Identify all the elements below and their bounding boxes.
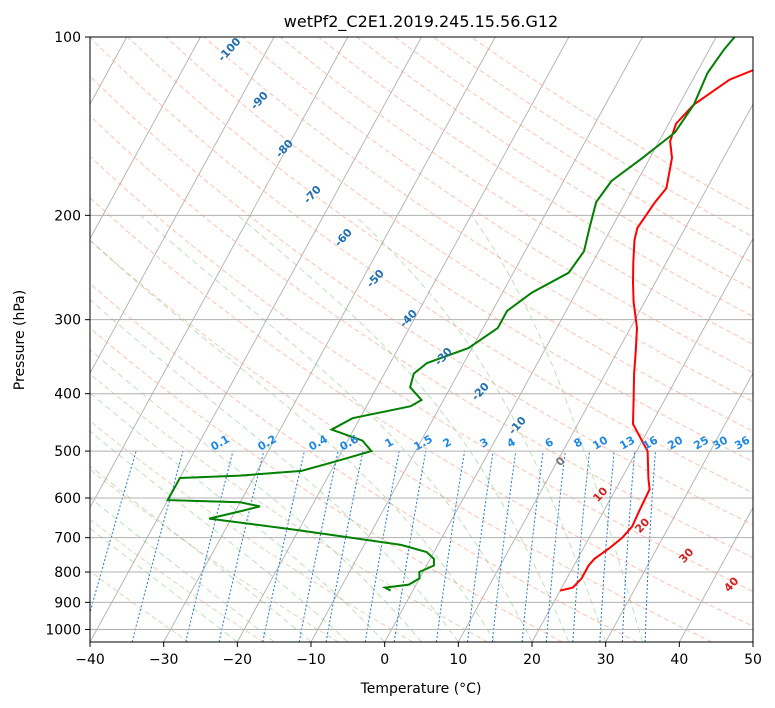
x-tick-label: 50 xyxy=(744,652,762,668)
moist-adiabat-line xyxy=(90,298,459,642)
y-tick-label: 300 xyxy=(54,313,81,329)
isotherm-line xyxy=(90,37,201,240)
moist-adiabat-line xyxy=(90,392,386,642)
isotherm-line xyxy=(384,37,717,642)
profile-lines xyxy=(166,37,753,592)
mixing-ratio-line xyxy=(572,451,590,642)
y-tick-label: 400 xyxy=(54,387,81,403)
y-tick-label: 800 xyxy=(54,565,81,581)
dry-adiabat-line xyxy=(90,570,190,642)
isotherm-line xyxy=(678,506,753,642)
x-tick-label: −10 xyxy=(296,652,326,668)
mixing-ratio-line xyxy=(467,451,494,642)
moist-adiabat-line xyxy=(471,215,643,642)
dry-adiabat-line xyxy=(90,239,712,642)
dry-adiabat-line xyxy=(90,155,753,592)
dry-adiabat-line xyxy=(280,37,753,345)
plot-frame xyxy=(89,36,754,643)
dry-adiabat-line xyxy=(127,37,753,463)
x-axis-label: Temperature (°C) xyxy=(360,681,482,697)
dry-adiabat-line xyxy=(90,518,264,642)
moist-adiabat-line xyxy=(354,214,607,642)
y-tick-label: 100 xyxy=(54,30,81,46)
temperature-profile-line xyxy=(559,69,753,592)
isotherm-line xyxy=(531,237,753,642)
mixing-ratio-line xyxy=(545,451,566,642)
chart-title: wetPf2_C2E1.2019.245.15.56.G12 xyxy=(284,12,558,32)
mixing-ratio-line xyxy=(491,451,517,642)
y-tick-label: 200 xyxy=(54,208,81,224)
dry-adiabat-line xyxy=(241,37,753,374)
mixing-ratio-line xyxy=(521,451,544,642)
isotherm-line xyxy=(90,37,422,642)
x-axis: −40 −30 −20 −10 0 10 20 30 40 50 xyxy=(75,642,762,668)
dry-adiabat-line xyxy=(90,197,753,627)
x-tick-label: −30 xyxy=(149,652,179,668)
isotherm-line xyxy=(605,372,753,642)
moist-adiabat-line xyxy=(237,214,570,642)
dewpoint-profile-line xyxy=(166,37,736,592)
y-tick-label: 900 xyxy=(54,595,81,611)
dry-adiabat-line xyxy=(90,373,488,642)
y-axis-label: Pressure (hPa) xyxy=(12,290,28,390)
mixing-ratio-line xyxy=(185,450,234,642)
x-tick-label: 30 xyxy=(597,652,615,668)
mixing-ratio-line xyxy=(393,451,427,642)
dry-adiabat-line xyxy=(90,468,339,642)
isotherm-line xyxy=(90,37,275,375)
moist-adiabat-line xyxy=(140,214,533,642)
mixing-ratio-line xyxy=(218,450,265,642)
x-tick-label: 20 xyxy=(523,652,541,668)
isotherm-line xyxy=(752,641,753,642)
moist-adiabat-line xyxy=(90,465,312,642)
mixing-ratio-line xyxy=(262,450,305,642)
isotherm-line xyxy=(457,103,753,642)
moist-adiabat-line xyxy=(90,348,422,642)
x-tick-label: 40 xyxy=(670,652,688,668)
moist-adiabat-line xyxy=(90,527,238,642)
y-tick-label: 700 xyxy=(54,531,81,547)
isotherm-line xyxy=(236,37,570,642)
x-tick-label: 0 xyxy=(380,652,389,668)
y-tick-label: 500 xyxy=(54,444,81,460)
mixing-ratio-line xyxy=(90,450,137,615)
pressure-gridlines xyxy=(90,37,753,630)
plot-background xyxy=(90,37,753,642)
y-tick-label: 1000 xyxy=(45,622,81,638)
dry-adiabat-line xyxy=(318,37,753,318)
dry-adiabat-line xyxy=(90,115,753,559)
y-tick-label: 600 xyxy=(54,491,81,507)
mixing-ratio-line xyxy=(364,451,400,642)
dry-adiabat-line xyxy=(90,37,753,494)
dry-adiabat-line xyxy=(90,282,638,642)
mixing-ratio-line xyxy=(435,451,466,642)
y-axis: 100 200 300 400 500 600 700 800 900 1000 xyxy=(45,30,90,638)
moist-adiabat-line xyxy=(90,239,496,642)
x-tick-label: 10 xyxy=(449,652,467,668)
x-tick-label: −20 xyxy=(223,652,253,668)
x-tick-label: −40 xyxy=(75,652,105,668)
isotherm-line xyxy=(90,37,349,509)
isotherm-line xyxy=(163,37,496,642)
